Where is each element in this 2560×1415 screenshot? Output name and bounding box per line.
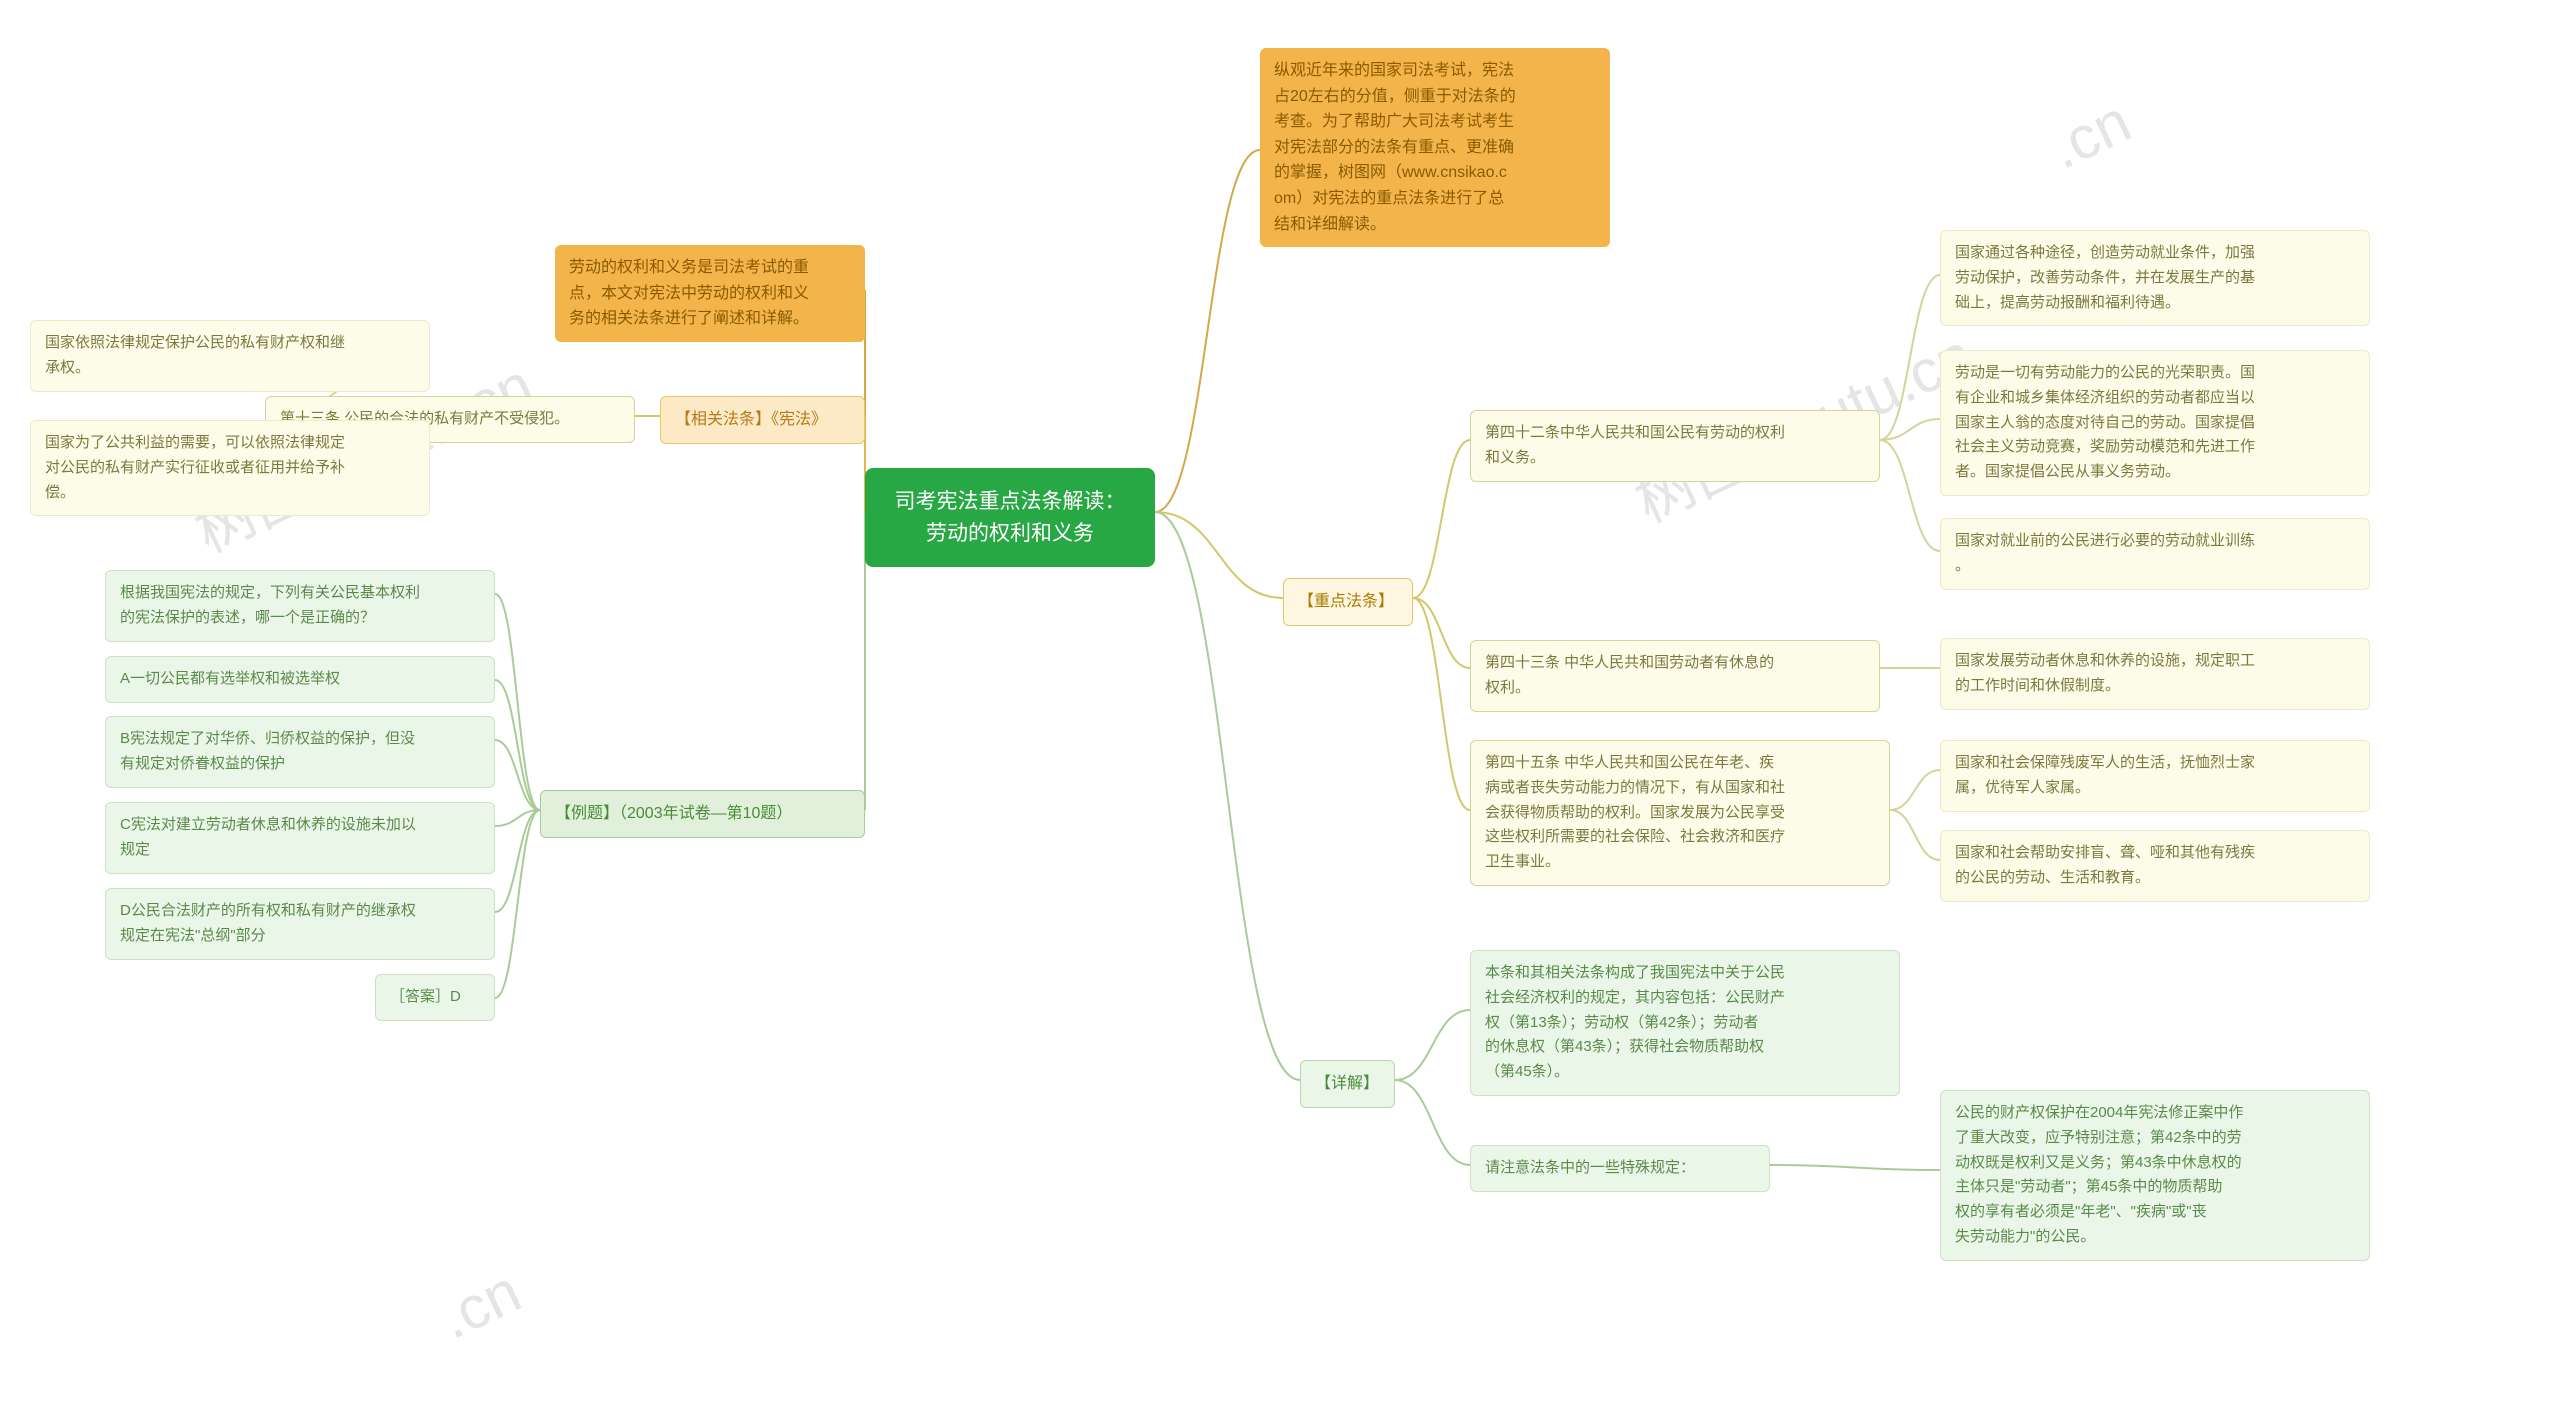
detail-item-1-label: 请注意法条中的一些特殊规定：: [1485, 1159, 1695, 1176]
root-node[interactable]: 司考宪法重点法条解读：劳动的权利和义务: [865, 468, 1155, 567]
keypoints-label[interactable]: 【重点法条】: [1283, 578, 1413, 626]
example-leaf-4-label: D公民合法财产的所有权和私有财产的继承权规定在宪法"总纲"部分: [120, 902, 416, 944]
left-intro-label: 劳动的权利和义务是司法考试的重点，本文对宪法中劳动的权利和义务的相关法条进行了阐…: [569, 259, 809, 327]
kp43-leaf-label: 国家发展劳动者休息和休养的设施，规定职工的工作时间和休假制度。: [1955, 652, 2255, 694]
related-label-label: 【相关法条】《宪法》: [675, 411, 827, 428]
kp45-leaf-0[interactable]: 国家和社会保障残废军人的生活，抚恤烈士家属，优待军人家属。: [1940, 740, 2370, 812]
keypoints-label-label: 【重点法条】: [1298, 593, 1394, 610]
right-intro-label: 纵观近年来的国家司法考试，宪法占20左右的分值，侧重于对法条的考查。为了帮助广大…: [1274, 62, 1516, 233]
kp45-leaf-0-label: 国家和社会保障残废军人的生活，抚恤烈士家属，优待军人家属。: [1955, 754, 2255, 796]
kp42-leaf-2-label: 国家对就业前的公民进行必要的劳动就业训练。: [1955, 532, 2255, 574]
example-leaf-0-label: 根据我国宪法的规定，下列有关公民基本权利的宪法保护的表述，哪一个是正确的？: [120, 584, 420, 626]
kp42-leaf-0-label: 国家通过各种途径，创造劳动就业条件，加强劳动保护，改善劳动条件，并在发展生产的基…: [1955, 244, 2255, 311]
kp42-leaf-0[interactable]: 国家通过各种途径，创造劳动就业条件，加强劳动保护，改善劳动条件，并在发展生产的基…: [1940, 230, 2370, 326]
example-leaf-5-label: ［答案］D: [390, 988, 461, 1005]
art13-leaf-0[interactable]: 国家依照法律规定保护公民的私有财产权和继承权。: [30, 320, 430, 392]
kp42-leaf-2[interactable]: 国家对就业前的公民进行必要的劳动就业训练。: [1940, 518, 2370, 590]
left-intro[interactable]: 劳动的权利和义务是司法考试的重点，本文对宪法中劳动的权利和义务的相关法条进行了阐…: [555, 245, 865, 342]
example-leaf-0[interactable]: 根据我国宪法的规定，下列有关公民基本权利的宪法保护的表述，哪一个是正确的？: [105, 570, 495, 642]
example-leaf-3[interactable]: C宪法对建立劳动者休息和休养的设施未加以规定: [105, 802, 495, 874]
watermark: .cn: [429, 1256, 531, 1352]
example-label-label: 【例题】（2003年试卷—第10题）: [555, 805, 792, 822]
detail-label-label: 【详解】: [1315, 1075, 1379, 1092]
art13-leaf-1[interactable]: 国家为了公共利益的需要，可以依照法律规定对公民的私有财产实行征收或者征用并给予补…: [30, 420, 430, 516]
kp-item-45[interactable]: 第四十五条 中华人民共和国公民在年老、疾病或者丧失劳动能力的情况下，有从国家和社…: [1470, 740, 1890, 886]
example-leaf-1[interactable]: A一切公民都有选举权和被选举权: [105, 656, 495, 703]
kp45-leaf-1[interactable]: 国家和社会帮助安排盲、聋、哑和其他有残疾的公民的劳动、生活和教育。: [1940, 830, 2370, 902]
detail-item-0[interactable]: 本条和其相关法条构成了我国宪法中关于公民社会经济权利的规定，其内容包括：公民财产…: [1470, 950, 1900, 1096]
example-leaf-3-label: C宪法对建立劳动者休息和休养的设施未加以规定: [120, 816, 416, 858]
detail-item-1-leaf[interactable]: 公民的财产权保护在2004年宪法修正案中作了重大改变，应予特别注意；第42条中的…: [1940, 1090, 2370, 1261]
related-label[interactable]: 【相关法条】《宪法》: [660, 396, 865, 444]
example-leaf-2[interactable]: B宪法规定了对华侨、归侨权益的保护，但没有规定对侨眷权益的保护: [105, 716, 495, 788]
example-leaf-2-label: B宪法规定了对华侨、归侨权益的保护，但没有规定对侨眷权益的保护: [120, 730, 415, 772]
right-intro[interactable]: 纵观近年来的国家司法考试，宪法占20左右的分值，侧重于对法条的考查。为了帮助广大…: [1260, 48, 1610, 247]
example-leaf-1-label: A一切公民都有选举权和被选举权: [120, 670, 340, 687]
kp-item-45-label: 第四十五条 中华人民共和国公民在年老、疾病或者丧失劳动能力的情况下，有从国家和社…: [1485, 754, 1785, 870]
kp-item-42[interactable]: 第四十二条中华人民共和国公民有劳动的权利和义务。: [1470, 410, 1880, 482]
detail-label[interactable]: 【详解】: [1300, 1060, 1395, 1108]
watermark: .cn: [2039, 86, 2141, 182]
art13-leaf-1-label: 国家为了公共利益的需要，可以依照法律规定对公民的私有财产实行征收或者征用并给予补…: [45, 434, 345, 501]
detail-item-1-leaf-label: 公民的财产权保护在2004年宪法修正案中作了重大改变，应予特别注意；第42条中的…: [1955, 1104, 2243, 1245]
kp-item-43-label: 第四十三条 中华人民共和国劳动者有休息的权利。: [1485, 654, 1774, 696]
kp-item-42-label: 第四十二条中华人民共和国公民有劳动的权利和义务。: [1485, 424, 1785, 466]
example-leaf-5[interactable]: ［答案］D: [375, 974, 495, 1021]
kp43-leaf[interactable]: 国家发展劳动者休息和休养的设施，规定职工的工作时间和休假制度。: [1940, 638, 2370, 710]
example-leaf-4[interactable]: D公民合法财产的所有权和私有财产的继承权规定在宪法"总纲"部分: [105, 888, 495, 960]
kp42-leaf-1-label: 劳动是一切有劳动能力的公民的光荣职责。国有企业和城乡集体经济组织的劳动者都应当以…: [1955, 364, 2255, 480]
detail-item-1[interactable]: 请注意法条中的一些特殊规定：: [1470, 1145, 1770, 1192]
detail-item-0-label: 本条和其相关法条构成了我国宪法中关于公民社会经济权利的规定，其内容包括：公民财产…: [1485, 964, 1785, 1080]
kp42-leaf-1[interactable]: 劳动是一切有劳动能力的公民的光荣职责。国有企业和城乡集体经济组织的劳动者都应当以…: [1940, 350, 2370, 496]
root-title: 司考宪法重点法条解读：劳动的权利和义务: [895, 490, 1126, 545]
kp45-leaf-1-label: 国家和社会帮助安排盲、聋、哑和其他有残疾的公民的劳动、生活和教育。: [1955, 844, 2255, 886]
art13-leaf-0-label: 国家依照法律规定保护公民的私有财产权和继承权。: [45, 334, 345, 376]
kp-item-43[interactable]: 第四十三条 中华人民共和国劳动者有休息的权利。: [1470, 640, 1880, 712]
example-label[interactable]: 【例题】（2003年试卷—第10题）: [540, 790, 865, 838]
